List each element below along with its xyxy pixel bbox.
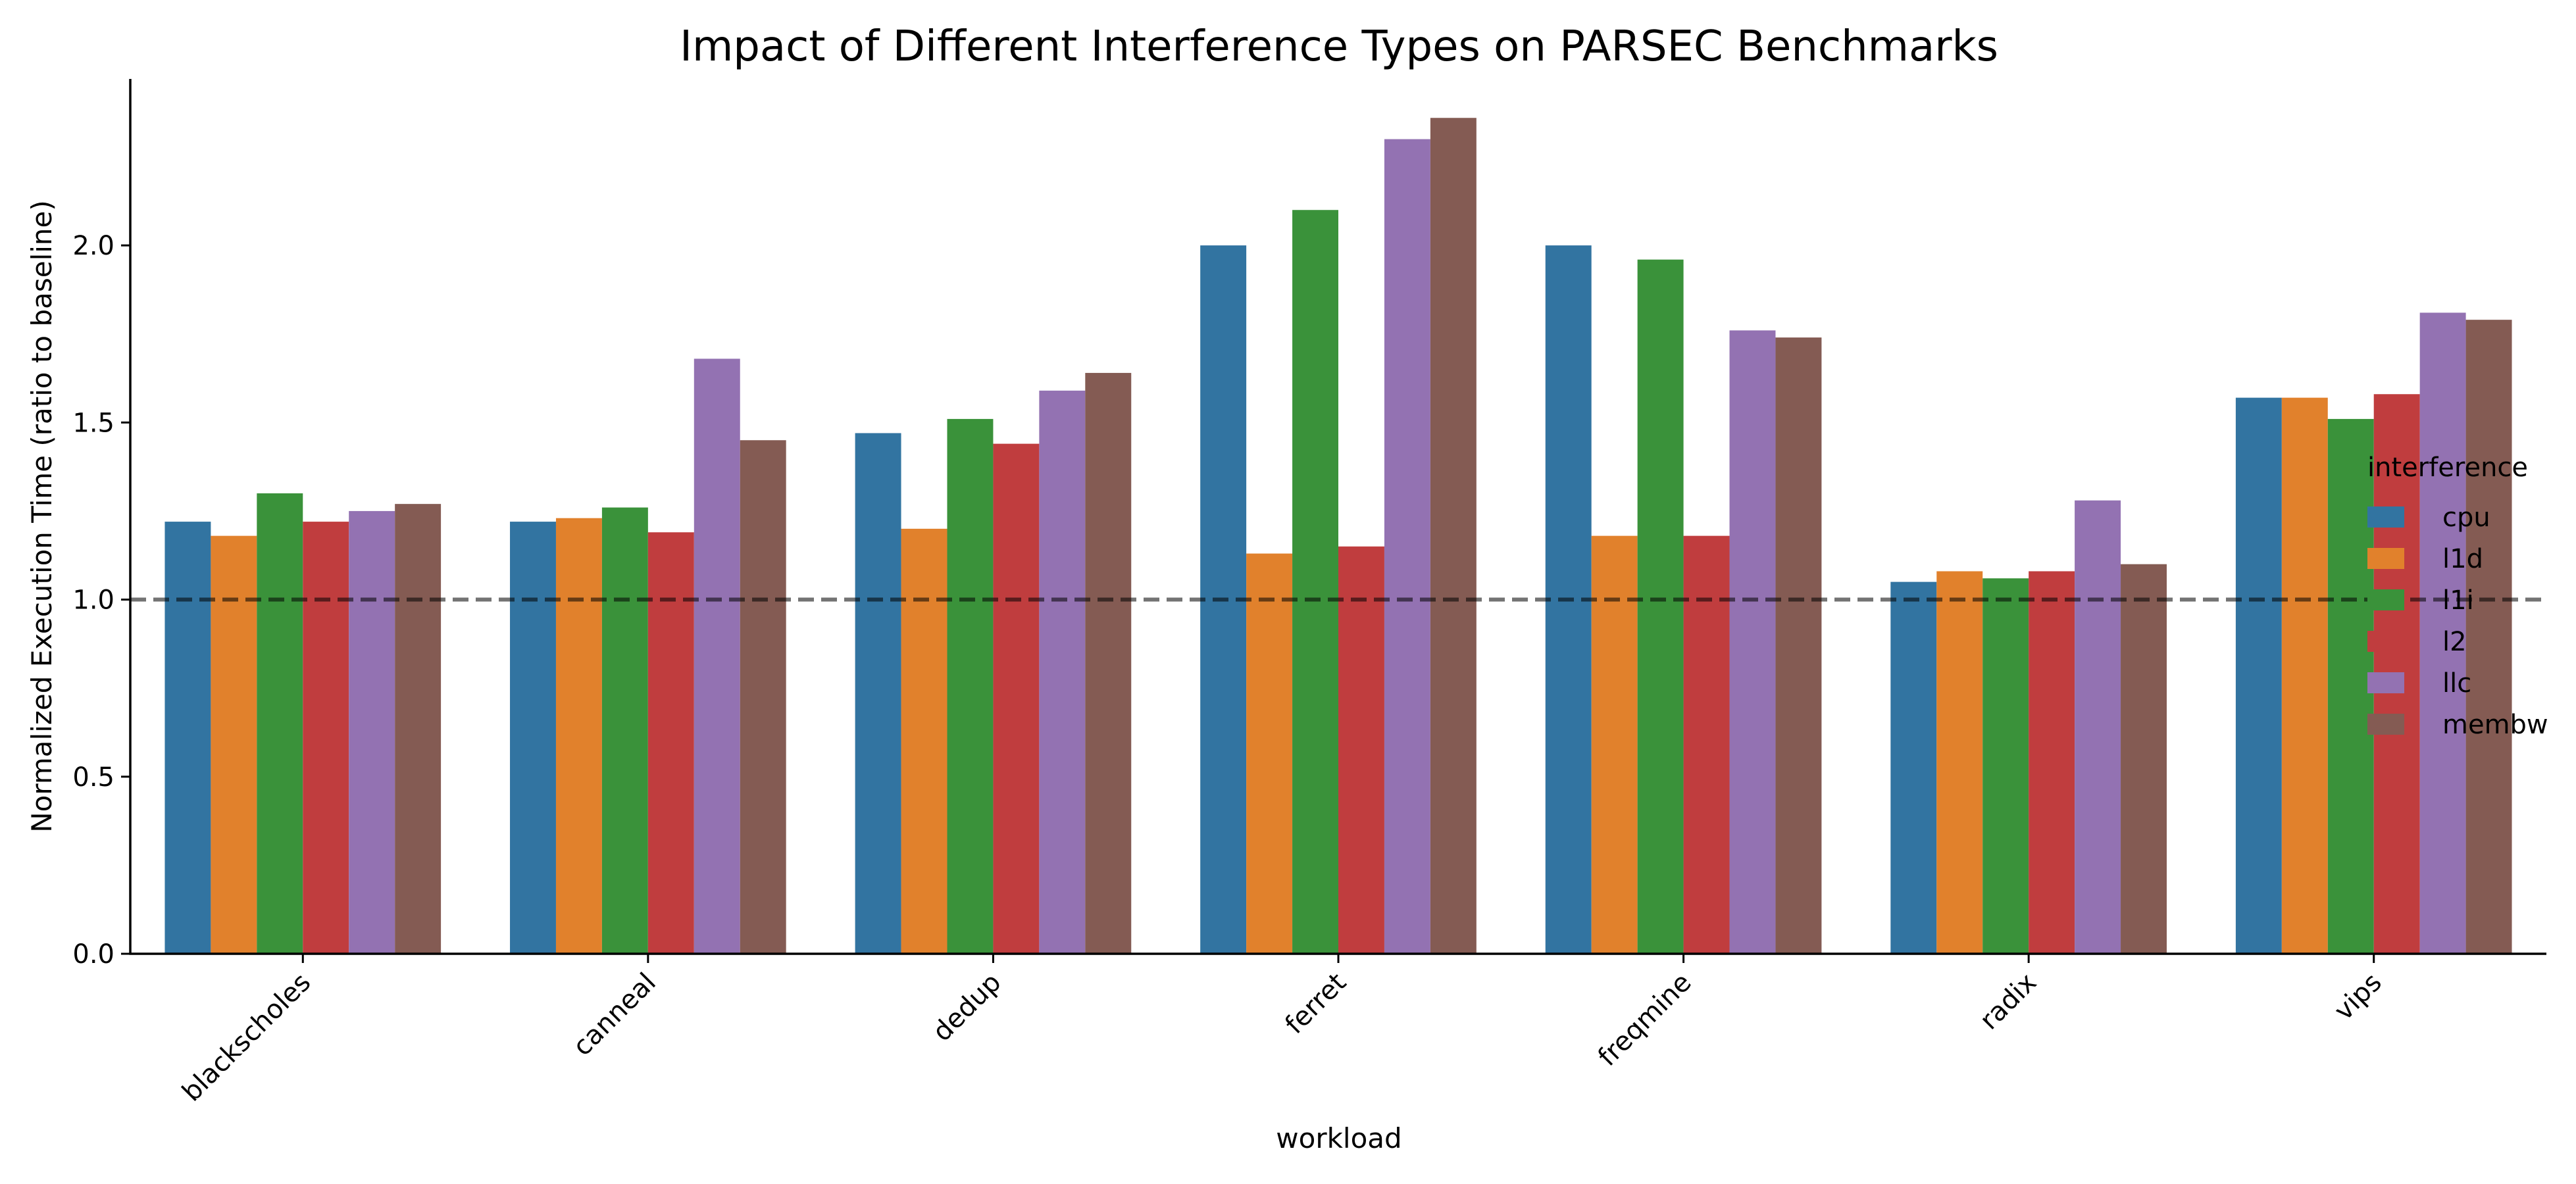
bar-radix-l1d	[1936, 571, 1983, 954]
legend-label-l1d: l1d	[2442, 544, 2483, 574]
x-tick-label-radix: radix	[1974, 968, 2042, 1036]
y-tick-label: 0.5	[72, 762, 114, 793]
x-tick-label-ferret: ferret	[1280, 968, 1353, 1041]
legend-label-cpu: cpu	[2442, 503, 2490, 533]
bar-freqmine-llc	[1729, 330, 1776, 954]
bar-canneal-membw	[740, 440, 786, 954]
legend-swatch-l2	[2367, 631, 2404, 652]
bar-ferret-l2	[1338, 546, 1384, 954]
bar-vips-l1d	[2281, 397, 2328, 954]
y-tick-label: 1.5	[72, 408, 114, 438]
y-tick-label: 2.0	[72, 231, 114, 261]
x-tick-label-canneal: canneal	[567, 968, 662, 1062]
bar-blackscholes-l1d	[211, 535, 257, 954]
y-tick-label: 1.0	[72, 585, 114, 616]
bar-canneal-l1d	[555, 518, 602, 954]
legend-swatch-cpu	[2367, 506, 2404, 528]
legend-label-llc: llc	[2442, 668, 2471, 699]
bar-ferret-membw	[1430, 118, 1477, 954]
legend-swatch-llc	[2367, 672, 2404, 693]
legend: interference cpu l1d l1i l2 llc membw	[2367, 453, 2548, 740]
x-tick-label-dedup: dedup	[927, 968, 1007, 1048]
bar-blackscholes-l1i	[257, 493, 303, 954]
bar-freqmine-l2	[1683, 535, 1730, 954]
bar-dedup-membw	[1085, 372, 1132, 954]
bar-radix-llc	[2075, 500, 2121, 954]
legend-label-l1i: l1i	[2442, 585, 2474, 616]
bar-radix-l2	[2029, 571, 2075, 954]
x-tick-label-freqmine: freqmine	[1592, 968, 1698, 1073]
bar-dedup-l2	[993, 443, 1040, 954]
y-tick-label: 0.0	[72, 939, 114, 970]
bar-radix-l1i	[1983, 578, 2029, 954]
legend-swatch-l1i	[2367, 589, 2404, 610]
bar-freqmine-l1i	[1637, 259, 1684, 954]
bar-blackscholes-membw	[395, 504, 442, 954]
bar-canneal-l2	[647, 532, 694, 954]
bar-dedup-llc	[1039, 390, 1086, 954]
y-axis-label: Normalized Execution Time (ratio to base…	[26, 200, 58, 833]
legend-swatch-l1d	[2367, 548, 2404, 569]
bar-vips-cpu	[2235, 397, 2282, 954]
legend-label-membw: membw	[2442, 710, 2548, 740]
x-tick-label-vips: vips	[2329, 968, 2388, 1027]
bar-canneal-llc	[694, 358, 740, 954]
chart-title: Impact of Different Interference Types o…	[680, 22, 1998, 71]
bar-dedup-l1i	[947, 418, 994, 954]
bar-dedup-cpu	[855, 433, 901, 954]
legend-label-l2: l2	[2442, 627, 2467, 657]
bar-vips-l1i	[2327, 418, 2374, 954]
bar-freqmine-l1d	[1591, 535, 1638, 954]
bar-blackscholes-l2	[303, 522, 349, 954]
x-tick-label-blackscholes: blackscholes	[176, 968, 316, 1108]
bars-group	[164, 118, 2512, 954]
bar-radix-cpu	[1890, 581, 1937, 954]
bar-ferret-l1d	[1246, 553, 1293, 954]
bar-blackscholes-llc	[349, 510, 395, 954]
bar-blackscholes-cpu	[164, 522, 211, 954]
bar-freqmine-membw	[1775, 337, 1822, 954]
bar-radix-membw	[2121, 564, 2167, 954]
legend-swatch-membw	[2367, 714, 2404, 735]
legend-title: interference	[2367, 453, 2528, 483]
bar-vips-membw	[2465, 320, 2512, 954]
bar-ferret-llc	[1384, 139, 1430, 954]
bar-canneal-l1i	[601, 507, 648, 954]
x-axis-label: workload	[1276, 1122, 1402, 1154]
bar-ferret-l1i	[1292, 210, 1338, 954]
bar-vips-llc	[2419, 312, 2466, 954]
bar-canneal-cpu	[510, 522, 556, 954]
bar-dedup-l1d	[901, 528, 947, 954]
